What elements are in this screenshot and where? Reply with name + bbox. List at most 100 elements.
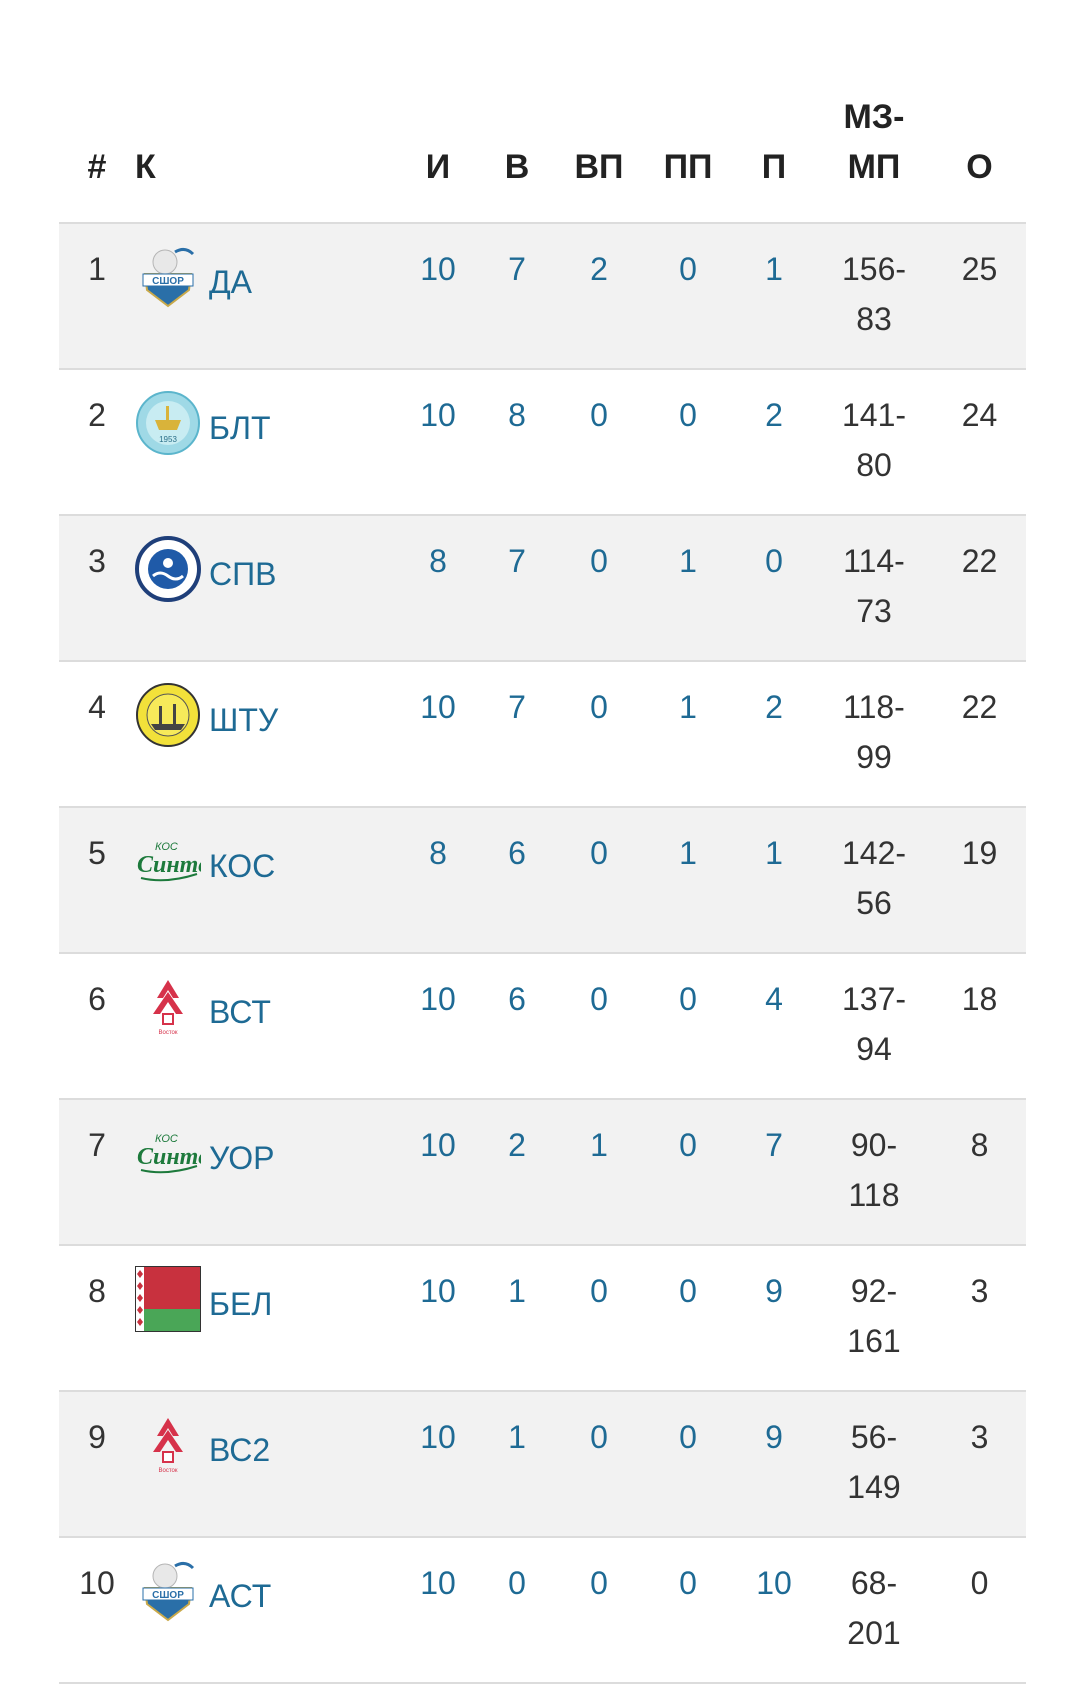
losses-cell[interactable]: 2: [733, 661, 815, 808]
losses-cell[interactable]: 2: [733, 369, 815, 516]
team-cell[interactable]: СШОР ДА: [135, 223, 397, 370]
wins-value[interactable]: 7: [508, 543, 526, 579]
team-name-link[interactable]: БЛТ: [209, 410, 271, 446]
ot-wins-value[interactable]: 0: [590, 397, 608, 433]
ot-wins-cell[interactable]: 0: [555, 661, 643, 808]
ot-wins-value[interactable]: 0: [590, 1565, 608, 1601]
losses-value[interactable]: 4: [765, 981, 783, 1017]
wins-cell[interactable]: 2: [479, 1099, 555, 1246]
team-name-link[interactable]: ДА: [209, 264, 253, 300]
losses-cell[interactable]: 9: [733, 1391, 815, 1538]
ot-wins-value[interactable]: 0: [590, 1273, 608, 1309]
played-value[interactable]: 10: [420, 397, 456, 433]
ot-losses-cell[interactable]: 0: [643, 369, 733, 516]
ot-losses-value[interactable]: 1: [679, 543, 697, 579]
team-name-link[interactable]: БЕЛ: [209, 1286, 273, 1322]
ot-wins-value[interactable]: 2: [590, 251, 608, 287]
played-cell[interactable]: 8: [397, 515, 479, 662]
losses-value[interactable]: 2: [765, 397, 783, 433]
ot-losses-value[interactable]: 0: [679, 1273, 697, 1309]
team-cell[interactable]: Восток ВСТ: [135, 953, 397, 1100]
wins-cell[interactable]: 7: [479, 515, 555, 662]
ot-losses-cell[interactable]: 0: [643, 1245, 733, 1392]
ot-losses-value[interactable]: 1: [679, 689, 697, 725]
ot-losses-value[interactable]: 0: [679, 981, 697, 1017]
ot-losses-cell[interactable]: 0: [643, 953, 733, 1100]
team-cell[interactable]: ШТУ: [135, 661, 397, 808]
wins-cell[interactable]: 0: [479, 1537, 555, 1684]
wins-value[interactable]: 6: [508, 981, 526, 1017]
ot-wins-value[interactable]: 0: [590, 835, 608, 871]
ot-wins-cell[interactable]: 0: [555, 1537, 643, 1684]
played-cell[interactable]: 10: [397, 369, 479, 516]
ot-losses-value[interactable]: 0: [679, 1419, 697, 1455]
wins-cell[interactable]: 6: [479, 807, 555, 954]
ot-losses-value[interactable]: 0: [679, 251, 697, 287]
wins-value[interactable]: 1: [508, 1273, 526, 1309]
losses-cell[interactable]: 1: [733, 223, 815, 370]
played-cell[interactable]: 10: [397, 1099, 479, 1246]
losses-value[interactable]: 2: [765, 689, 783, 725]
team-cell[interactable]: КОС Синтез КОС: [135, 807, 397, 954]
played-cell[interactable]: 10: [397, 661, 479, 808]
wins-cell[interactable]: 1: [479, 1245, 555, 1392]
played-value[interactable]: 10: [420, 689, 456, 725]
team-name-link[interactable]: КОС: [209, 848, 276, 884]
losses-cell[interactable]: 1: [733, 807, 815, 954]
ot-losses-cell[interactable]: 0: [643, 1099, 733, 1246]
ot-losses-cell[interactable]: 0: [643, 223, 733, 370]
wins-value[interactable]: 6: [508, 835, 526, 871]
ot-wins-cell[interactable]: 0: [555, 807, 643, 954]
ot-losses-cell[interactable]: 1: [643, 807, 733, 954]
team-name-link[interactable]: УОР: [209, 1140, 275, 1176]
team-cell[interactable]: КОС Синтез УОР: [135, 1099, 397, 1246]
wins-cell[interactable]: 1: [479, 1391, 555, 1538]
wins-value[interactable]: 7: [508, 689, 526, 725]
ot-wins-value[interactable]: 0: [590, 981, 608, 1017]
ot-wins-value[interactable]: 0: [590, 689, 608, 725]
wins-cell[interactable]: 8: [479, 369, 555, 516]
team-cell[interactable]: 1953 БЛТ: [135, 369, 397, 516]
wins-value[interactable]: 8: [508, 397, 526, 433]
losses-cell[interactable]: 4: [733, 953, 815, 1100]
losses-value[interactable]: 0: [765, 543, 783, 579]
losses-cell[interactable]: 7: [733, 1099, 815, 1246]
played-value[interactable]: 10: [420, 1565, 456, 1601]
team-name-link[interactable]: ВС2: [209, 1432, 271, 1468]
losses-cell[interactable]: 0: [733, 515, 815, 662]
played-value[interactable]: 8: [429, 543, 447, 579]
played-value[interactable]: 10: [420, 981, 456, 1017]
played-value[interactable]: 10: [420, 251, 456, 287]
losses-value[interactable]: 7: [765, 1127, 783, 1163]
played-cell[interactable]: 10: [397, 1391, 479, 1538]
played-value[interactable]: 10: [420, 1273, 456, 1309]
team-cell[interactable]: БЕЛ: [135, 1245, 397, 1392]
team-cell[interactable]: СПВ: [135, 515, 397, 662]
losses-value[interactable]: 9: [765, 1273, 783, 1309]
team-name-link[interactable]: СПВ: [209, 556, 277, 592]
wins-value[interactable]: 7: [508, 251, 526, 287]
wins-value[interactable]: 2: [508, 1127, 526, 1163]
wins-value[interactable]: 1: [508, 1419, 526, 1455]
ot-wins-cell[interactable]: 0: [555, 1245, 643, 1392]
losses-value[interactable]: 10: [756, 1565, 792, 1601]
ot-wins-value[interactable]: 0: [590, 1419, 608, 1455]
ot-losses-value[interactable]: 1: [679, 835, 697, 871]
wins-cell[interactable]: 7: [479, 223, 555, 370]
losses-cell[interactable]: 10: [733, 1537, 815, 1684]
ot-wins-cell[interactable]: 0: [555, 515, 643, 662]
ot-wins-cell[interactable]: 0: [555, 1391, 643, 1538]
team-cell[interactable]: Восток ВС2: [135, 1391, 397, 1538]
losses-value[interactable]: 1: [765, 835, 783, 871]
team-name-link[interactable]: АСТ: [209, 1578, 272, 1614]
ot-losses-cell[interactable]: 0: [643, 1391, 733, 1538]
played-value[interactable]: 8: [429, 835, 447, 871]
played-value[interactable]: 10: [420, 1127, 456, 1163]
ot-wins-value[interactable]: 1: [590, 1127, 608, 1163]
ot-wins-cell[interactable]: 2: [555, 223, 643, 370]
ot-wins-cell[interactable]: 1: [555, 1099, 643, 1246]
ot-wins-cell[interactable]: 0: [555, 953, 643, 1100]
played-cell[interactable]: 10: [397, 223, 479, 370]
team-name-link[interactable]: ВСТ: [209, 994, 271, 1030]
played-cell[interactable]: 10: [397, 1537, 479, 1684]
